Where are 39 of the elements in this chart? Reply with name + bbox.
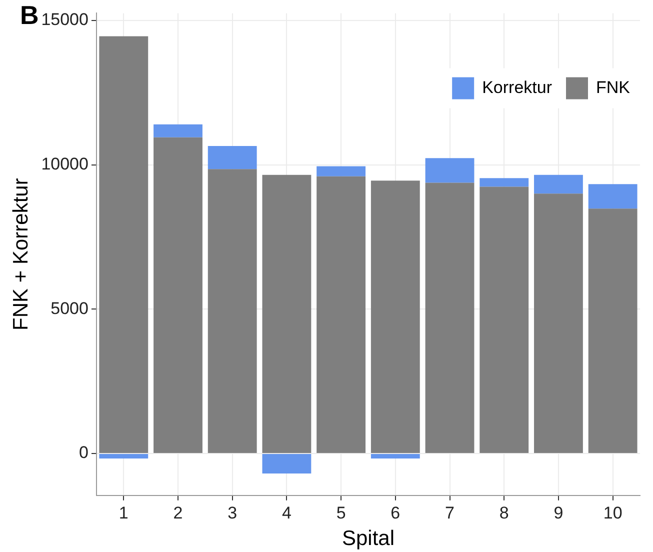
y-axis-title: FNK + Korrektur: [9, 178, 32, 330]
bar: [534, 194, 583, 454]
x-tick-label: 2: [173, 503, 183, 522]
bar: [588, 208, 638, 454]
legend-label: FNK: [596, 78, 631, 97]
bar: [534, 174, 583, 194]
bar: [208, 146, 257, 170]
bar: [99, 454, 148, 458]
x-tick-label: 5: [336, 503, 346, 522]
text: B: [20, 0, 39, 30]
x-tick-label: 9: [554, 503, 564, 522]
bar: [99, 36, 148, 454]
bar: [208, 169, 257, 454]
x-tick-label: 10: [603, 503, 622, 522]
y-tick-label: 5000: [50, 298, 88, 318]
y-tick-label: 0: [79, 443, 88, 462]
bar: [262, 174, 312, 454]
bar: [370, 454, 420, 458]
bar: [262, 454, 312, 474]
x-tick-label: 8: [499, 503, 509, 522]
bar: [316, 166, 366, 176]
bar: [425, 182, 474, 454]
bar: [480, 178, 529, 187]
legend-label: Korrektur: [482, 78, 552, 97]
bar: [154, 137, 202, 454]
bar: [370, 180, 420, 454]
x-tick-label: 6: [390, 503, 400, 522]
x-tick-label: 4: [282, 503, 292, 522]
bar: [316, 176, 366, 454]
bar: [425, 158, 474, 183]
x-axis-title: Spital: [342, 527, 394, 550]
bar: [588, 184, 638, 209]
y-tick-label: 15000: [41, 10, 88, 30]
x-tick-label: 7: [445, 503, 454, 522]
y-tick-label: 10000: [41, 154, 88, 174]
bar: [154, 124, 202, 138]
x-tick-label: 1: [118, 503, 128, 522]
x-tick-label: 3: [228, 503, 238, 522]
bar: [480, 186, 529, 454]
